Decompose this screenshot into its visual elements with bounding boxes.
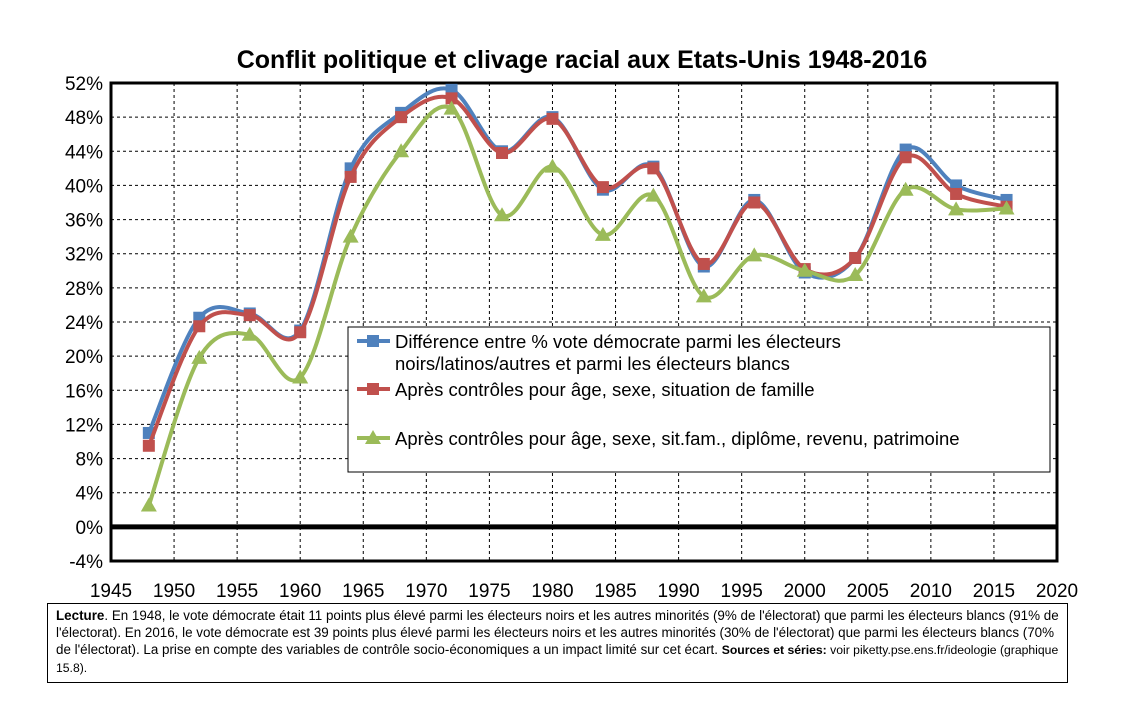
y-tick-label: 28% <box>65 279 103 300</box>
data-point <box>897 181 914 196</box>
data-point <box>241 326 258 341</box>
data-point <box>496 146 509 159</box>
x-tick-label: 2005 <box>847 581 889 600</box>
y-tick-label: 0% <box>76 518 104 539</box>
data-point <box>494 207 511 222</box>
data-point <box>142 439 155 452</box>
x-tick-label: 1975 <box>468 581 510 600</box>
data-point <box>645 187 662 202</box>
x-tick-label: 1945 <box>90 581 132 600</box>
legend-swatch-marker <box>365 430 381 444</box>
data-point <box>849 251 862 264</box>
note-sources-label: Sources et séries: <box>721 643 827 657</box>
legend-label: Différence entre % vote démocrate parmi … <box>395 331 841 352</box>
data-point <box>344 170 357 183</box>
data-point <box>796 262 813 277</box>
legend-swatch-marker <box>367 335 379 347</box>
y-tick-label: 16% <box>65 381 103 402</box>
data-point <box>294 326 307 339</box>
data-point <box>243 309 256 322</box>
data-point <box>445 92 458 105</box>
data-point <box>544 158 561 173</box>
data-point <box>950 187 963 200</box>
data-point <box>998 200 1015 215</box>
series-2 <box>142 92 1013 452</box>
y-tick-label: 20% <box>65 347 103 368</box>
y-tick-label: 44% <box>65 142 103 163</box>
legend-box <box>347 326 1051 473</box>
data-point <box>342 228 359 243</box>
series-layer <box>140 83 1015 512</box>
data-point <box>546 112 559 125</box>
data-point <box>847 267 864 282</box>
data-point <box>748 196 761 209</box>
y-tick-label: 4% <box>76 484 104 505</box>
data-point <box>746 247 763 262</box>
x-tick-label: 1980 <box>531 581 573 600</box>
x-tick-label: 1995 <box>721 581 763 600</box>
y-tick-label: 52% <box>65 74 103 95</box>
data-point <box>594 226 611 241</box>
note-lead-label: Lecture <box>56 608 105 623</box>
legend-label: Après contrôles pour âge, sexe, situatio… <box>395 379 815 400</box>
data-point <box>596 181 609 194</box>
data-point <box>292 369 309 384</box>
data-point <box>647 162 660 175</box>
y-tick-label: 32% <box>65 245 103 266</box>
y-tick-label: 40% <box>65 176 103 197</box>
data-point <box>695 288 712 303</box>
y-tick-label: -4% <box>69 552 103 573</box>
data-point <box>443 100 460 115</box>
x-tick-label: 2015 <box>973 581 1015 600</box>
chart-title: Conflit politique et clivage racial aux … <box>237 46 928 74</box>
plot-frame <box>109 81 1059 563</box>
y-tick-label: 36% <box>65 211 103 232</box>
x-tick-label: 1955 <box>216 581 258 600</box>
x-tick-label: 2010 <box>910 581 952 600</box>
x-tick-label: 1960 <box>279 581 321 600</box>
legend: Différence entre % vote démocrate parmi … <box>347 326 1051 473</box>
y-tick-label: 8% <box>76 450 104 471</box>
note-sources-text: voir piketty.pse.ens.fr/ideologie (graph… <box>56 643 1059 675</box>
data-point <box>193 320 206 333</box>
reading-note: Lecture. En 1948, le vote démocrate étai… <box>47 603 1068 683</box>
data-point <box>948 201 965 216</box>
x-tick-label: 1990 <box>657 581 699 600</box>
x-tick-label: 1985 <box>594 581 636 600</box>
y-tick-label: 24% <box>65 313 103 334</box>
axes: -4% 0% 4% 8% 12% 16% 20% 24% 28% 32% 36% 40% 44% 48% 5… <box>65 74 1078 600</box>
legend-label: noirs/latinos/autres et parmi les électe… <box>395 353 790 374</box>
data-point <box>697 257 710 270</box>
data-point <box>140 497 157 512</box>
x-tick-label: 1965 <box>342 581 384 600</box>
legend-swatch-marker <box>367 383 379 395</box>
legend-label: Après contrôles pour âge, sexe, sit.fam.… <box>395 428 960 449</box>
data-point <box>899 151 912 164</box>
data-point <box>393 143 410 158</box>
data-point <box>191 349 208 364</box>
note-text: . En 1948, le vote démocrate était 11 po… <box>56 608 1059 657</box>
x-tick-label: 1970 <box>405 581 447 600</box>
y-tick-label: 48% <box>65 108 103 129</box>
chart: Conflit politique et clivage racial aux … <box>65 46 1078 600</box>
x-tick-label: 2000 <box>784 581 826 600</box>
x-tick-label: 1950 <box>153 581 195 600</box>
x-tick-label: 2020 <box>1036 581 1078 600</box>
data-point <box>395 111 408 124</box>
series-3 <box>140 100 1015 512</box>
y-tick-label: 12% <box>65 415 103 436</box>
